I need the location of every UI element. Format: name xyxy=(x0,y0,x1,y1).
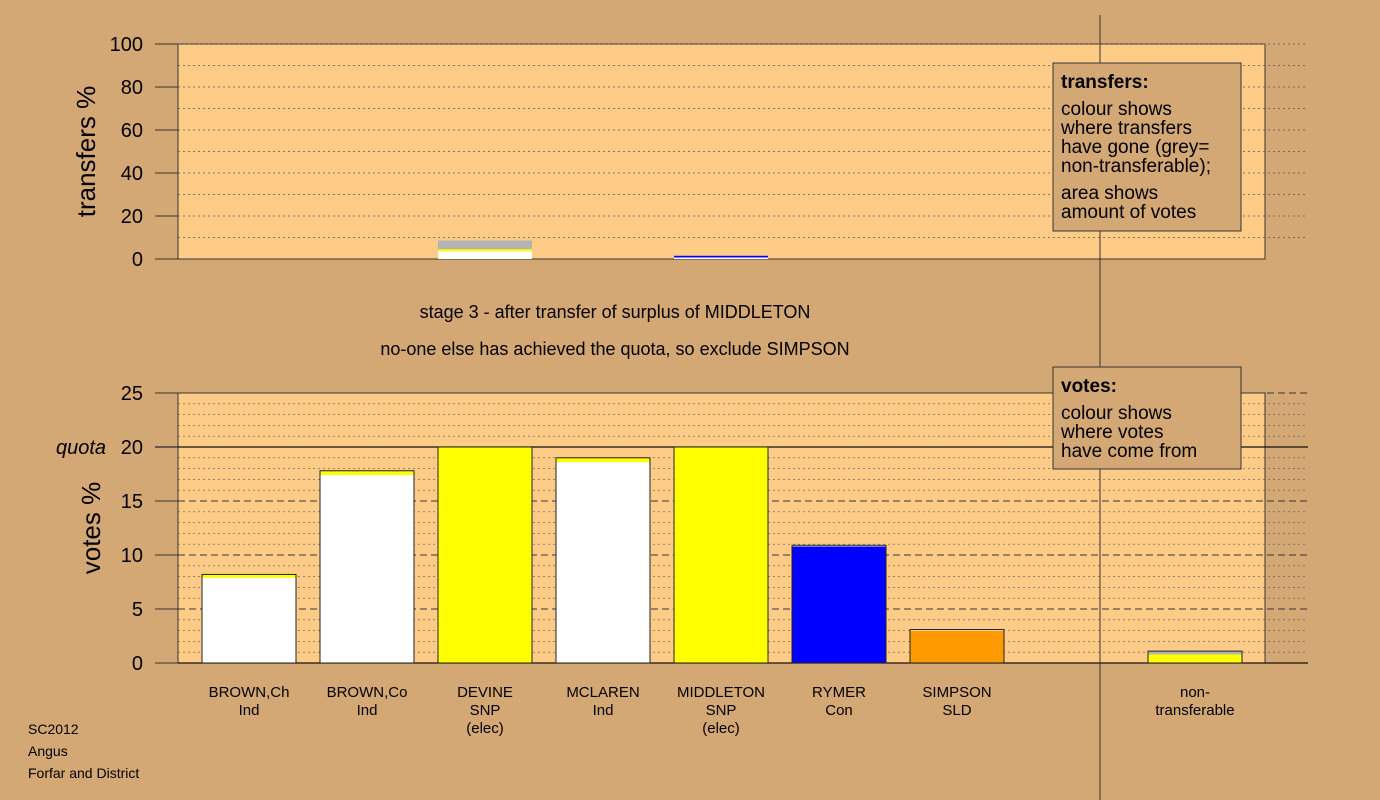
candidate-party: SLD xyxy=(942,702,971,719)
transfers-legend-line: amount of votes xyxy=(1061,202,1196,223)
transfers-legend-line: colour shows xyxy=(1061,99,1172,120)
votes-tick-label: 15 xyxy=(121,491,143,513)
candidate-name: DEVINE xyxy=(457,684,513,701)
transfers-legend-line: area shows xyxy=(1061,183,1158,204)
transfers-tick-label: 100 xyxy=(110,34,143,56)
nontransferable-label: transferable xyxy=(1155,702,1234,719)
votes-tick-label: 0 xyxy=(132,653,143,675)
vote-bar-segment xyxy=(556,462,650,663)
votes-legend-box xyxy=(1052,366,1242,470)
transfers-legend-line: non-transferable); xyxy=(1061,156,1211,177)
transfers-legend-line: where transfers xyxy=(1060,118,1192,139)
votes-legend-line: colour shows xyxy=(1061,403,1172,424)
votes-tick-label: 25 xyxy=(121,383,143,405)
vote-bar-outline xyxy=(319,470,415,664)
vote-bar-outline xyxy=(555,457,651,664)
candidate-name: RYMER xyxy=(812,684,866,701)
vote-bar-outline xyxy=(201,573,297,664)
candidate-name: BROWN,Co xyxy=(327,684,408,701)
transfers-tick-label: 60 xyxy=(121,120,143,142)
candidate-elected-marker: (elec) xyxy=(466,720,504,737)
footer-line-1: SC2012 xyxy=(28,721,79,737)
candidate-name: SIMPSON xyxy=(922,684,991,701)
transfers-tick-label: 40 xyxy=(121,163,143,185)
nontransferable-bar-segment xyxy=(1148,654,1242,663)
vote-bar-outline xyxy=(437,446,533,664)
vote-bar-segment xyxy=(320,470,414,476)
stage-line-1: stage 3 - after transfer of surplus of M… xyxy=(420,302,811,322)
candidate-elected-marker: (elec) xyxy=(702,720,740,737)
candidate-name: MCLAREN xyxy=(566,684,639,701)
transfer-bar-segment xyxy=(438,249,532,252)
transfer-bar-segment xyxy=(674,255,768,258)
vote-bar-segment xyxy=(556,457,650,463)
candidate-name: BROWN,Ch xyxy=(209,684,290,701)
transfers-legend-title: transfers: xyxy=(1061,72,1149,93)
vote-bar-outline xyxy=(791,544,887,664)
vote-bar-segment xyxy=(320,475,414,663)
vote-bar-outline xyxy=(673,446,769,664)
votes-tick-label: 5 xyxy=(132,599,143,621)
vote-bar-segment xyxy=(792,546,886,663)
nontransferable-label: non- xyxy=(1180,684,1210,701)
candidate-party: SNP xyxy=(470,702,501,719)
vote-bar-segment xyxy=(910,629,1004,631)
candidate-party: SNP xyxy=(706,702,737,719)
votes-legend-line: where votes xyxy=(1060,422,1163,443)
vote-bar-segment xyxy=(202,574,296,578)
nontransferable-bar-segment xyxy=(1148,651,1242,655)
transfer-bar-segment xyxy=(674,257,768,259)
footer-line-2: Angus xyxy=(28,743,68,759)
quota-label: quota xyxy=(56,437,106,459)
footer-line-3: Forfar and District xyxy=(28,765,139,781)
vote-bar-segment xyxy=(910,630,1004,663)
candidate-party: Ind xyxy=(593,702,614,719)
vote-bar-segment xyxy=(792,545,886,547)
votes-legend-title: votes: xyxy=(1061,376,1117,397)
candidate-name: MIDDLETON xyxy=(677,684,765,701)
transfer-bar-segment xyxy=(438,251,532,259)
stage-line-2: no-one else has achieved the quota, so e… xyxy=(380,339,849,359)
votes-tick-label: 20 xyxy=(121,437,143,459)
vote-bar-segment xyxy=(202,577,296,663)
vote-bar-segment xyxy=(438,447,532,663)
votes-axis-label: votes % xyxy=(76,482,106,575)
transfers-tick-label: 80 xyxy=(121,77,143,99)
transfers-tick-label: 20 xyxy=(121,206,143,228)
transfer-bar-segment xyxy=(438,240,532,250)
transfers-axis-label: transfers % xyxy=(71,86,101,218)
vote-bar-segment xyxy=(674,447,768,663)
votes-legend-line: have come from xyxy=(1061,441,1197,462)
transfers-tick-label: 0 xyxy=(132,249,143,271)
transfers-legend-line: have gone (grey= xyxy=(1061,137,1209,158)
nontransferable-bar-outline xyxy=(1147,650,1243,664)
candidate-party: Ind xyxy=(357,702,378,719)
candidate-party: Con xyxy=(825,702,853,719)
votes-tick-label: 10 xyxy=(121,545,143,567)
vote-bar-outline xyxy=(909,629,1005,664)
candidate-party: Ind xyxy=(239,702,260,719)
transfers-legend-box xyxy=(1052,62,1242,232)
